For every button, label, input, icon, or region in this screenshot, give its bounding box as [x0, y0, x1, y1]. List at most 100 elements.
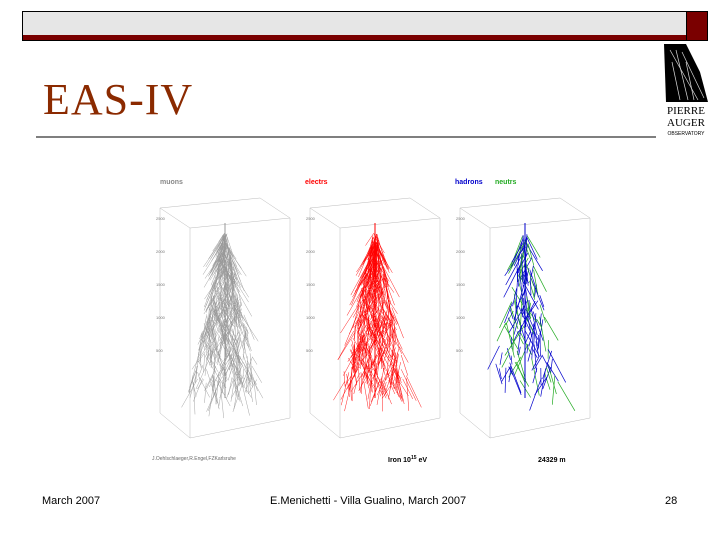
shower-track [541, 354, 551, 371]
shower-track [539, 313, 542, 326]
shower-track [367, 256, 373, 272]
shower-track [191, 344, 209, 370]
shower-track [516, 361, 526, 384]
shower-track [352, 362, 358, 386]
shower-track [207, 310, 223, 334]
shower-track [356, 295, 365, 327]
shower-track [367, 381, 372, 400]
shower-track [199, 332, 204, 363]
shower-track [378, 243, 385, 254]
shower-track [495, 363, 503, 385]
shower-track [388, 323, 391, 344]
shower-track [204, 382, 207, 403]
shower-track [519, 276, 524, 305]
shower-track [524, 258, 529, 286]
shower-track [211, 374, 214, 392]
shower-track [231, 328, 237, 342]
shower-track [193, 378, 203, 402]
shower-track [368, 272, 371, 310]
shower-track [357, 355, 365, 367]
shower-track [247, 378, 252, 386]
shower-track [208, 234, 225, 260]
shower-track [358, 304, 365, 332]
shower-track [384, 301, 395, 321]
shower-track [234, 380, 244, 407]
shower-track [525, 317, 535, 334]
shower-track [530, 307, 538, 336]
shower-track [509, 305, 519, 330]
shower-track [365, 232, 375, 246]
shower-track [244, 378, 251, 393]
shower-track [237, 337, 241, 349]
shower-track [374, 314, 381, 328]
shower-track [522, 297, 525, 318]
shower-track [341, 372, 350, 406]
shower-track [241, 315, 259, 342]
shower-track [209, 332, 212, 366]
shower-track [390, 319, 396, 341]
shower-track [227, 269, 238, 287]
shower-track [379, 256, 384, 271]
shower-track [228, 258, 234, 270]
panel-label-hadrons: hadrons [455, 179, 483, 186]
shower-track [357, 307, 371, 334]
shower-track [226, 368, 238, 399]
shower-track [219, 355, 228, 380]
shower-track [520, 254, 522, 281]
shower-track [360, 236, 377, 267]
shower-track [213, 375, 217, 405]
y-tick-label: 1500 [156, 282, 166, 287]
shower-track [247, 329, 249, 343]
shower-track [518, 346, 521, 356]
shower-track [533, 344, 537, 373]
shower-track [222, 362, 230, 378]
shower-track [362, 331, 371, 360]
shower-track [382, 322, 384, 333]
shower-track [235, 360, 238, 376]
shower-track [344, 375, 352, 386]
shower-track [369, 257, 374, 280]
shower-track [517, 255, 520, 266]
shower-track [508, 356, 522, 378]
footer-center: E.Menichetti - Villa Gualino, March 2007 [270, 495, 467, 507]
shower-track [546, 367, 552, 383]
shower-track [547, 349, 567, 383]
shower-track [379, 302, 397, 331]
shower-track [377, 279, 381, 289]
shower-track [204, 248, 226, 279]
shower-track [218, 334, 229, 358]
shower-track [197, 360, 203, 369]
shower-track [365, 270, 368, 283]
shower-track [234, 332, 247, 363]
shower-track [209, 321, 212, 338]
shower-track [385, 303, 398, 325]
shower-track [350, 381, 352, 401]
shower-track [230, 257, 245, 292]
shower-track [366, 357, 370, 379]
shower-track [387, 374, 400, 398]
shower-track [209, 285, 213, 323]
shower-track [243, 363, 251, 383]
shower-track [509, 307, 514, 320]
shower-track [374, 297, 386, 330]
shower-track [514, 343, 529, 375]
shower-track [204, 320, 211, 343]
logo-line3: OBSERVATORY [667, 131, 705, 137]
shower-track [396, 371, 399, 384]
shower-track [395, 368, 398, 394]
shower-track [358, 368, 360, 391]
shower-track [204, 327, 221, 358]
shower-track [217, 245, 228, 276]
shower-track [217, 255, 219, 278]
shower-track [221, 307, 235, 327]
title-bar [22, 11, 708, 41]
footer-date: March 2007 [42, 495, 101, 507]
shower-track [395, 341, 403, 354]
shower-track [384, 352, 401, 378]
shower-track [346, 373, 350, 398]
shower-track [201, 333, 205, 348]
shower-track [382, 328, 395, 364]
shower-track [524, 241, 543, 271]
shower-track [241, 381, 250, 416]
shower-track [540, 368, 547, 397]
